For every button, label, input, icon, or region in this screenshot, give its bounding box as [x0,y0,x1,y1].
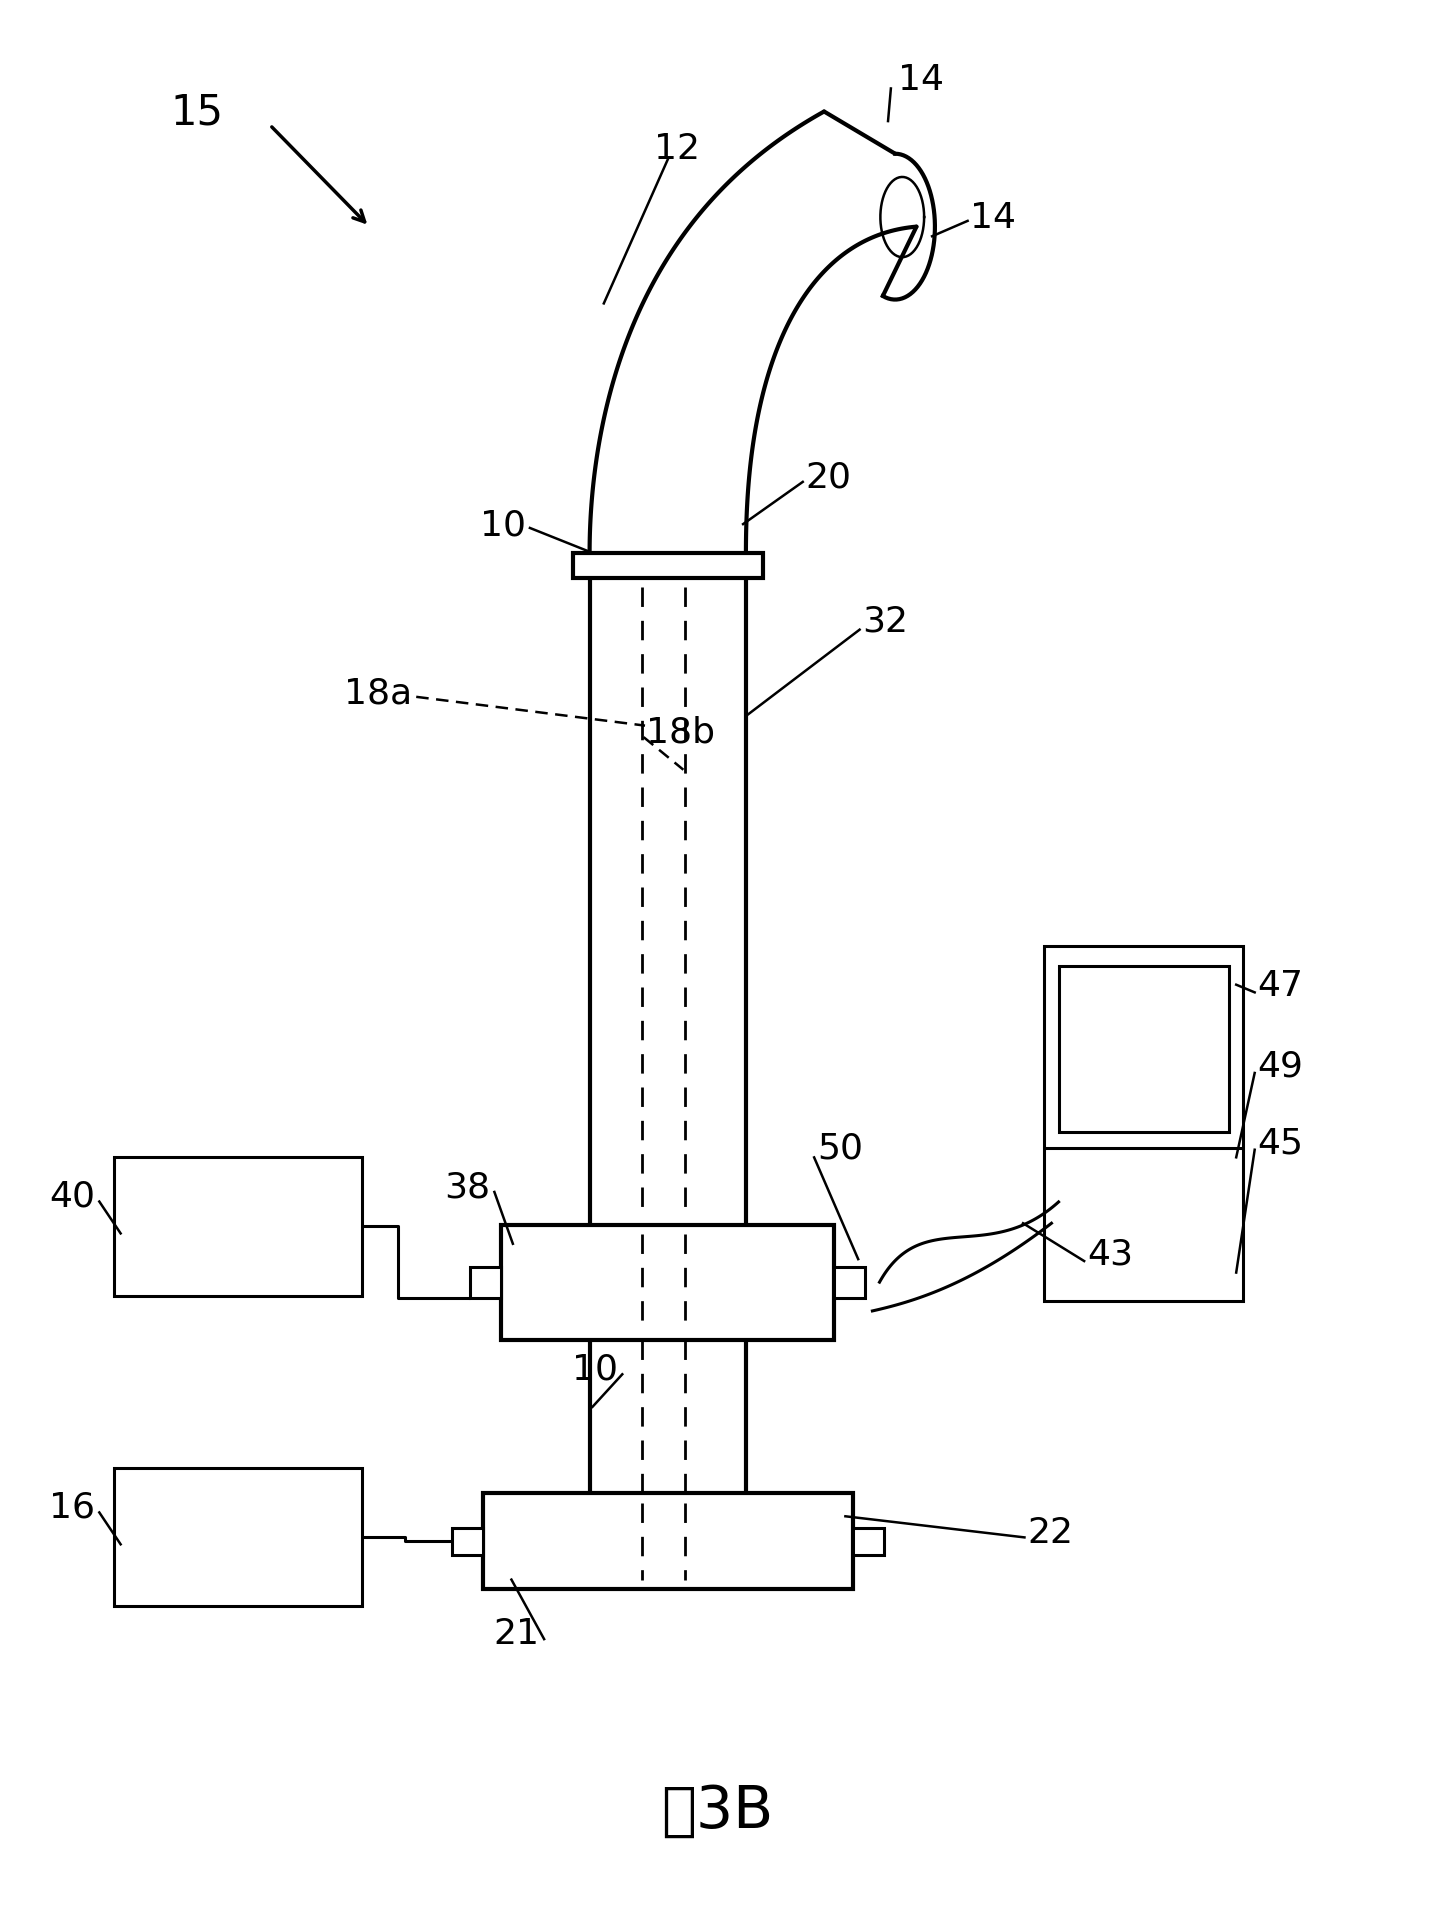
Text: 32: 32 [862,603,908,638]
Bar [471,1267,501,1298]
Bar [501,1225,834,1341]
Text: 47: 47 [1257,968,1303,1003]
Text: 10: 10 [479,508,525,541]
Text: 22: 22 [1027,1515,1073,1549]
Bar [113,1157,362,1296]
Text: 15: 15 [171,91,224,133]
Text: 14: 14 [970,201,1016,236]
Bar [852,1528,884,1555]
Text: 图3B: 图3B [662,1781,773,1839]
Text: 38: 38 [443,1169,491,1204]
Text: 18b: 18b [646,715,716,750]
Text: 21: 21 [494,1617,540,1650]
Bar [113,1468,362,1607]
Text: 18a: 18a [344,676,412,711]
Bar [573,554,763,578]
Text: 10: 10 [573,1352,618,1385]
Text: 50: 50 [817,1132,862,1165]
Text: 16: 16 [49,1490,95,1524]
Bar [484,1493,852,1590]
Text: 14: 14 [898,64,944,97]
Bar [1045,947,1243,1302]
Bar [1059,966,1230,1132]
Text: 20: 20 [805,460,851,495]
Text: 43: 43 [1086,1236,1134,1271]
Text: 49: 49 [1257,1049,1303,1082]
Text: 40: 40 [49,1179,95,1213]
Bar [452,1528,484,1555]
Text: 12: 12 [653,131,699,166]
Text: 45: 45 [1257,1126,1303,1159]
Bar [834,1267,865,1298]
